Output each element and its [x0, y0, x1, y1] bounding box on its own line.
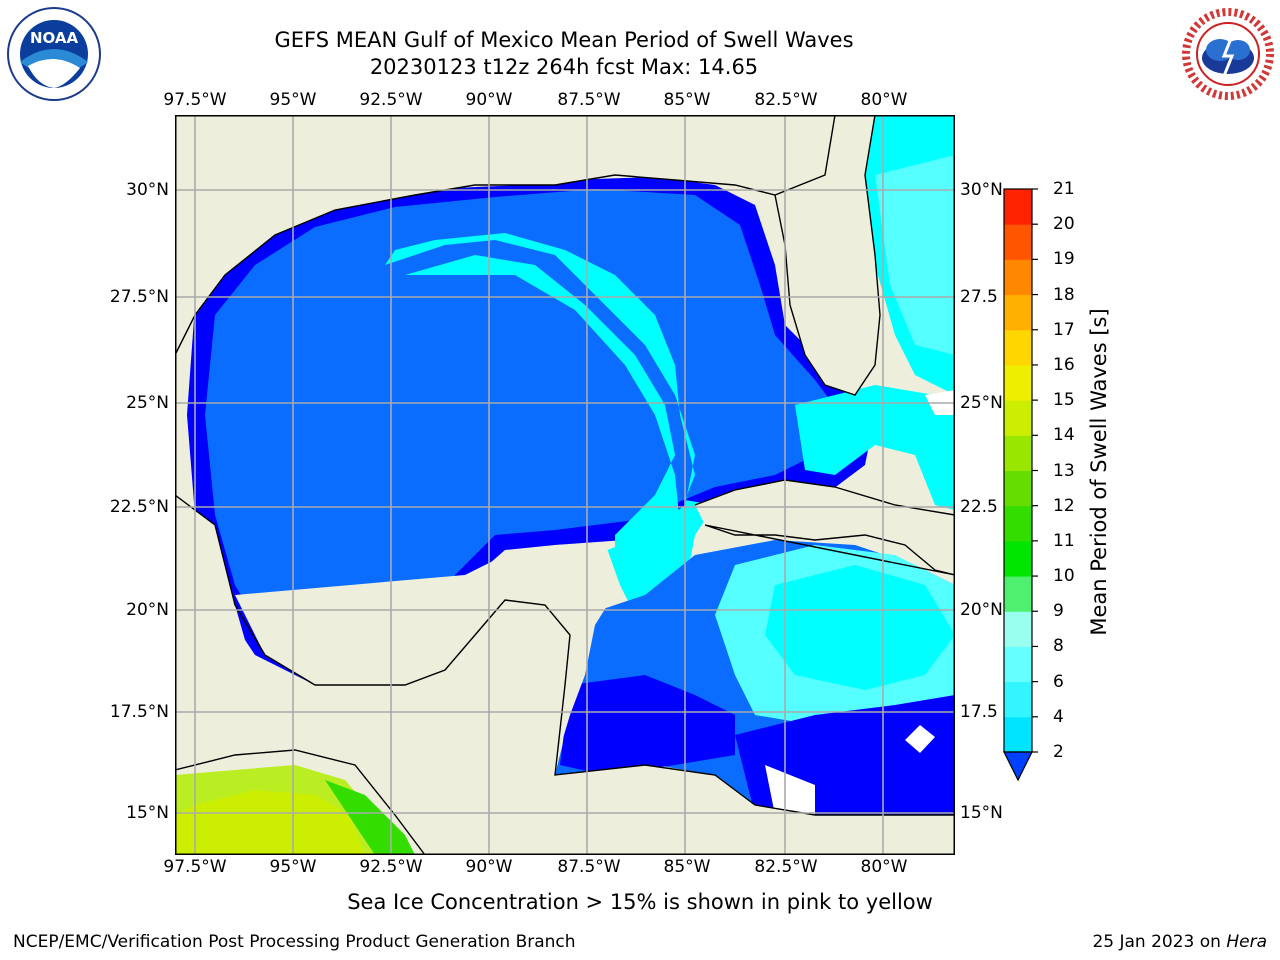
- colorbar-tick-label: 19: [1053, 249, 1075, 270]
- chart-title: GEFS MEAN Gulf of Mexico Mean Period of …: [274, 28, 854, 52]
- lon-label-top: 80°W: [860, 90, 908, 110]
- colorbar-tick-label: 14: [1053, 425, 1075, 446]
- colorbar-tick-label: 2: [1053, 742, 1064, 762]
- lon-label-bottom: 82.5°W: [754, 857, 818, 877]
- colorbar-segment: [1004, 294, 1032, 331]
- colorbar-tick-label: 18: [1053, 284, 1075, 305]
- colorbar-segment: [1004, 611, 1032, 647]
- colorbar-tick-label: 9: [1053, 601, 1064, 622]
- lat-label-left: 20°N: [126, 600, 169, 620]
- lat-label-left: 25°N: [126, 393, 169, 413]
- coastline: [175, 115, 881, 396]
- lon-label-bottom: 90°W: [465, 857, 513, 877]
- colorbar-segment: [1004, 716, 1032, 753]
- colorbar-tick-label: 6: [1053, 671, 1064, 692]
- colorbar-segment: [1004, 576, 1032, 612]
- colorbar-segment: [1004, 329, 1032, 366]
- lat-label-left: 22.5°N: [109, 497, 169, 517]
- colorbar-segment: [1004, 646, 1032, 683]
- colorbar-tick-label: 13: [1053, 460, 1075, 481]
- lat-label-left: 15°N: [126, 803, 169, 823]
- lon-label-top: 90°W: [465, 90, 513, 110]
- lon-label-top: 92.5°W: [359, 90, 423, 110]
- colorbar-segment: [1004, 259, 1032, 296]
- lon-label-top: 87.5°W: [557, 90, 621, 110]
- footer-machine: Hera: [1226, 932, 1267, 952]
- noaa-logo-text: NOAA: [30, 29, 79, 47]
- lon-label-bottom: 95°W: [269, 857, 317, 877]
- lat-label-right: 20°N: [960, 600, 1003, 620]
- colorbar-segment: [1004, 681, 1032, 718]
- colorbar-tick-label: 8: [1053, 636, 1064, 657]
- lon-label-bottom: 97.5°W: [163, 857, 227, 877]
- colorbar-segment: [1004, 400, 1032, 436]
- colorbar-tick-label: 17: [1053, 319, 1075, 340]
- colorbar-segment: [1004, 364, 1032, 401]
- colorbar-label: Mean Period of Swell Waves [s]: [1087, 308, 1111, 636]
- yucatan-land: [175, 495, 955, 855]
- lat-label-left: 30°N: [126, 180, 169, 200]
- lon-label-top: 85°W: [663, 90, 711, 110]
- footer-date: 25 Jan 2023 on: [1092, 932, 1221, 952]
- colorbar-tick-label: 12: [1053, 495, 1075, 516]
- gulf-water-cyan: [385, 233, 715, 615]
- footer-credit: NCEP/EMC/Verification Post Processing Pr…: [13, 932, 576, 952]
- colorbar-tick-label: 4: [1053, 706, 1064, 727]
- colorbar-tick-label: 20: [1053, 214, 1075, 235]
- colorbar-tick-label: 11: [1053, 530, 1075, 551]
- nws-logo: [1182, 8, 1274, 100]
- colorbar-tick-label: 21: [1053, 179, 1075, 199]
- colorbar-segment: [1004, 470, 1032, 507]
- lat-label-right: 15°N: [960, 803, 1003, 823]
- colorbar-tick-label: 10: [1053, 566, 1075, 587]
- colorbar-segment: [1004, 540, 1032, 577]
- colorbar-tick-label: 16: [1053, 354, 1075, 375]
- lon-label-top: 95°W: [269, 90, 317, 110]
- us-coast-land: [175, 115, 835, 355]
- lat-label-right: 22.5: [960, 497, 998, 517]
- colorbar-segment: [1004, 505, 1032, 542]
- colorbar: [1003, 188, 1038, 782]
- lon-label-bottom: 92.5°W: [359, 857, 423, 877]
- lat-label-right: 30°N: [960, 180, 1003, 200]
- lat-label-left: 27.5°N: [109, 287, 169, 307]
- lat-label-right: 25°N: [960, 393, 1003, 413]
- lat-label-right: 17.5: [960, 702, 998, 722]
- colorbar-segment: [1004, 224, 1032, 260]
- colorbar-segment: [1004, 435, 1032, 471]
- lon-label-top: 97.5°W: [163, 90, 227, 110]
- chart-subtitle: 20230123 t12z 264h fcst Max: 14.65: [369, 55, 759, 79]
- lon-label-bottom: 87.5°W: [557, 857, 621, 877]
- colorbar-tick-label: 15: [1053, 390, 1075, 411]
- lon-label-top: 82.5°W: [754, 90, 818, 110]
- footer-datestamp: 25 Jan 2023 on Hera: [1092, 932, 1267, 952]
- lat-label-right: 27.5: [960, 287, 998, 307]
- map-gridlines: [175, 115, 955, 855]
- lon-label-bottom: 80°W: [860, 857, 908, 877]
- colorbar-extend-triangle: [1003, 751, 1033, 782]
- colorbar-segment: [1004, 189, 1032, 225]
- noaa-logo: NOAA: [7, 7, 101, 101]
- lat-label-left: 17.5°N: [109, 702, 169, 722]
- map-panel: [175, 115, 955, 855]
- lon-label-bottom: 85°W: [663, 857, 711, 877]
- sea-ice-note: Sea Ice Concentration > 15% is shown in …: [347, 890, 933, 914]
